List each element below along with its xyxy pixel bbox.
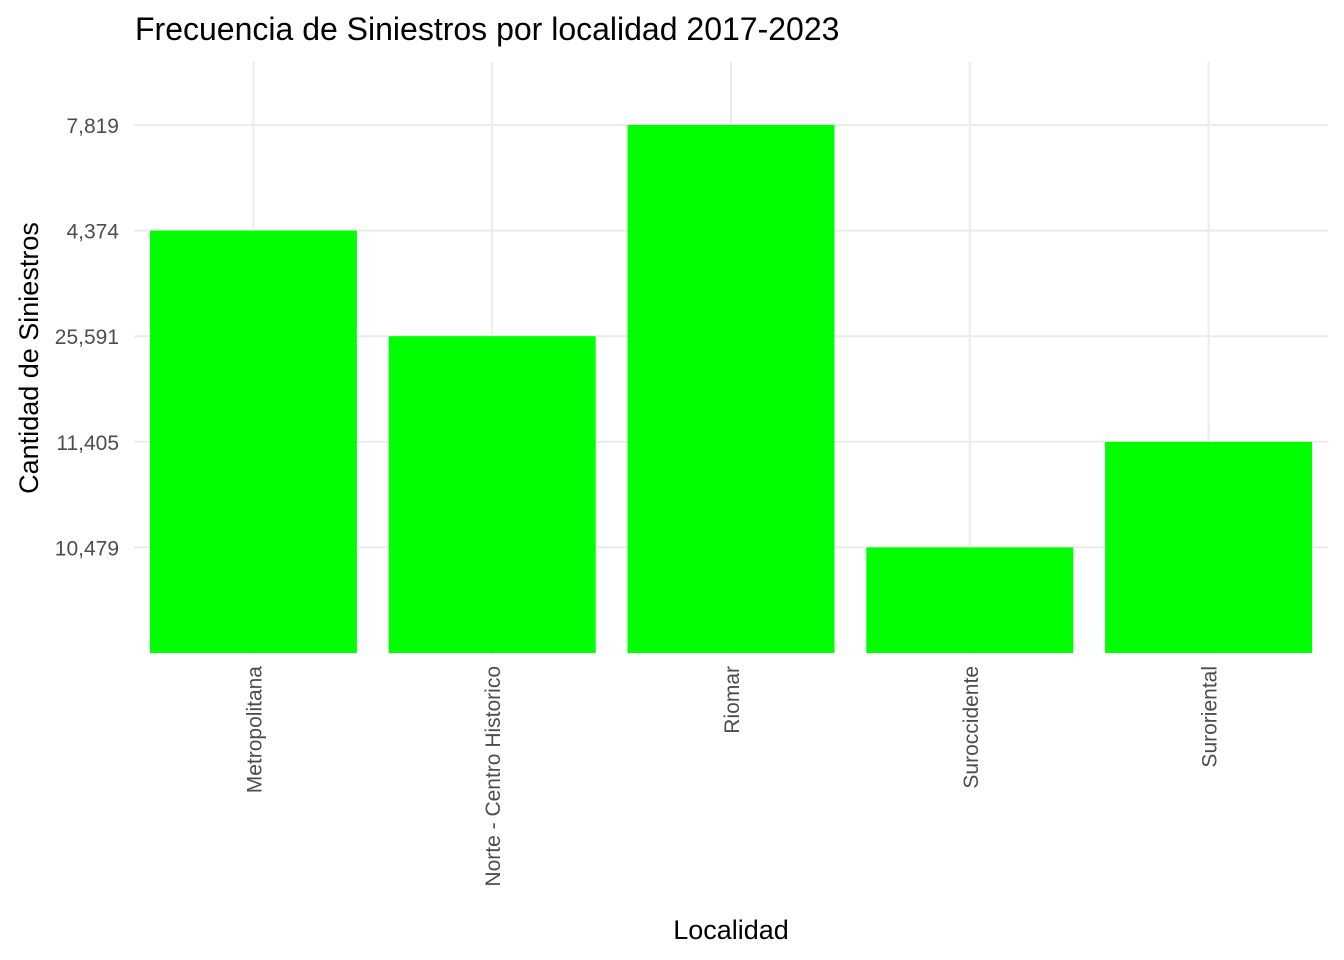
y-tick-labels: 10,479 11,405 25,591 4,374 7,819	[55, 115, 120, 560]
x-tick-label: Riomar	[721, 666, 744, 734]
y-tick-label: 7,819	[66, 115, 119, 138]
y-tick-label: 4,374	[66, 221, 119, 244]
bar	[866, 547, 1074, 653]
x-tick-label: Suroccidente	[960, 666, 983, 789]
bar	[388, 336, 596, 653]
bars	[149, 125, 1313, 653]
x-tick-label: Suroriental	[1199, 666, 1222, 768]
y-tick-label: 11,405	[56, 432, 119, 455]
x-axis-title: Localidad	[673, 915, 789, 945]
bar	[1105, 441, 1313, 653]
x-tick-labels: Metropolitana Norte - Centro Historico Rio…	[243, 666, 1221, 887]
bar	[627, 125, 835, 653]
chart-title: Frecuencia de Siniestros por localidad 2…	[135, 11, 839, 47]
y-tick-label: 10,479	[55, 537, 119, 560]
y-axis-title: Cantidad de Siniestros	[14, 222, 44, 494]
x-tick-label: Metropolitana	[243, 666, 266, 794]
x-tick-label: Norte - Centro Historico	[482, 666, 505, 887]
y-tick-label: 25,591	[55, 326, 119, 349]
bar	[149, 230, 357, 653]
